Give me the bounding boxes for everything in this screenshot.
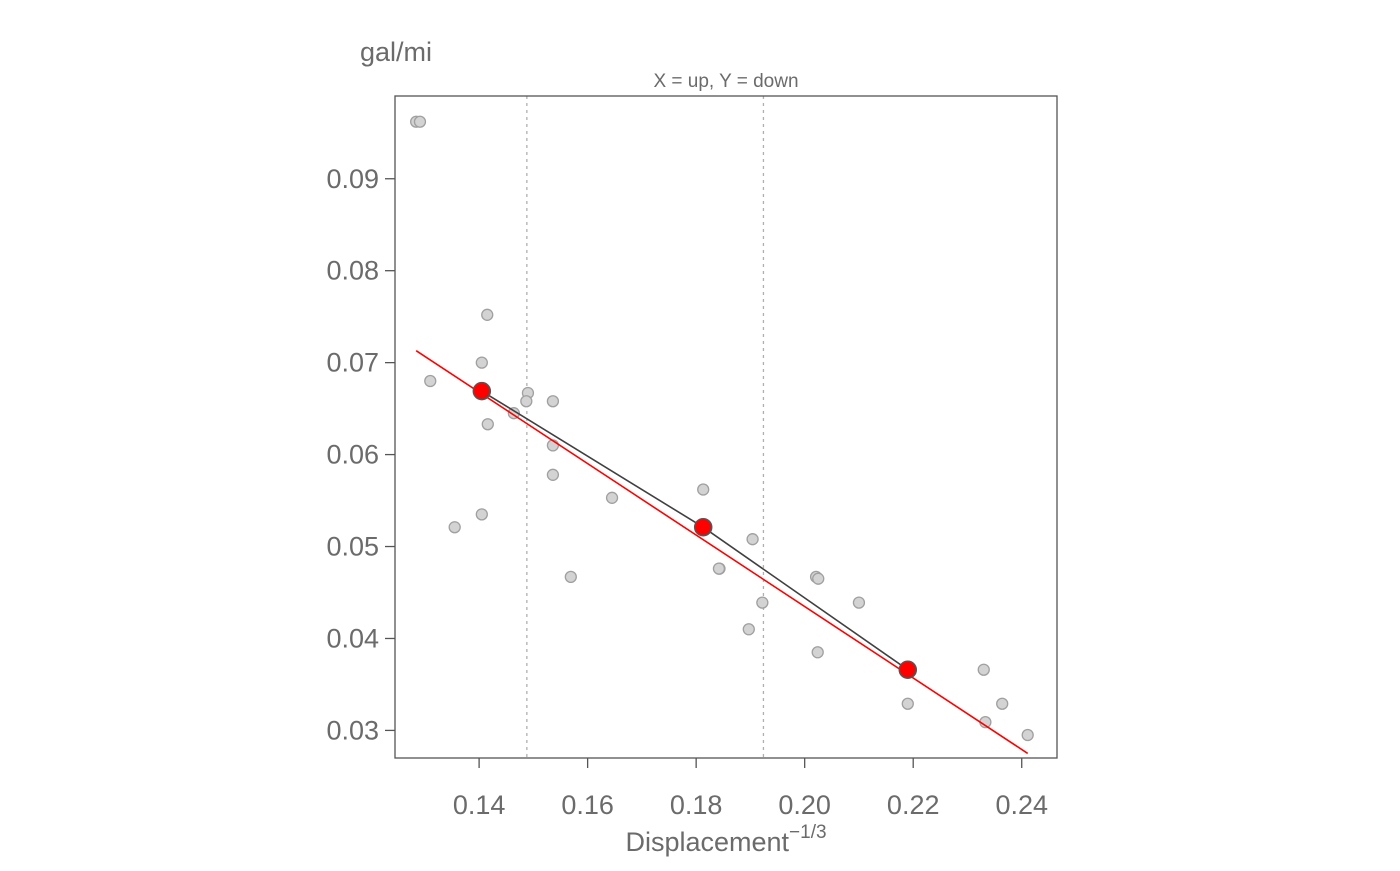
scatter-point — [901, 697, 914, 710]
fit-lines — [415, 350, 1029, 755]
scatter-point — [605, 491, 619, 504]
tertile-boundaries — [526, 96, 765, 758]
scatter-point — [481, 418, 494, 431]
scatter-point — [697, 483, 710, 496]
scatter-point — [475, 508, 488, 521]
scatter-point — [712, 562, 726, 575]
y-tick-label: 0.07 — [326, 348, 379, 378]
scatter-point — [520, 395, 533, 408]
scatter-point — [546, 468, 560, 481]
median-point — [693, 517, 713, 537]
scatter-point — [977, 663, 990, 676]
scatter-point — [812, 572, 825, 585]
scatter-point — [1021, 728, 1034, 742]
scatter-point — [424, 374, 437, 388]
scatter-point — [811, 646, 824, 659]
scatter-point — [742, 623, 755, 636]
y-tick-label: 0.04 — [326, 623, 379, 653]
y-axis: 0.03 0.04 0.05 0.06 0.07 0.08 0.09 — [326, 164, 395, 745]
x-axis-label: Displacement — [625, 827, 789, 857]
y-tick-label: 0.03 — [326, 715, 379, 745]
scatter-point — [852, 596, 866, 609]
scatter-point — [475, 356, 488, 369]
scatter-point — [481, 308, 494, 321]
scatter-point — [564, 570, 577, 584]
y-axis-label: gal/mi — [360, 37, 432, 67]
y-tick-label: 0.09 — [326, 164, 379, 194]
scatter-point — [448, 521, 461, 534]
x-axis-title: Displacement−1/3 — [625, 822, 826, 857]
y-tick-label: 0.08 — [326, 256, 379, 286]
x-axis: 0.14 0.16 0.18 0.20 0.22 0.24 — [453, 758, 1048, 820]
plot-frame — [394, 95, 1058, 759]
x-tick-label: 0.20 — [778, 790, 831, 820]
x-tick-label: 0.22 — [887, 790, 940, 820]
median-points — [472, 381, 918, 679]
x-tick-label: 0.24 — [995, 790, 1048, 820]
scatter-point — [546, 395, 560, 408]
x-axis-label-exponent: −1/3 — [789, 822, 827, 843]
x-tick-label: 0.18 — [670, 790, 723, 820]
y-tick-label: 0.05 — [326, 532, 379, 562]
x-tick-label: 0.14 — [453, 790, 506, 820]
scatter-point — [746, 533, 759, 546]
y-tick-label: 0.06 — [326, 440, 379, 470]
scatter-point — [413, 115, 427, 128]
regression-line — [415, 350, 1029, 755]
scatter-point — [756, 596, 769, 609]
scatter-point — [996, 697, 1009, 710]
median-point — [472, 381, 492, 401]
x-tick-label: 0.16 — [561, 790, 614, 820]
median-point — [898, 660, 918, 679]
chart-subtitle: X = up, Y = down — [653, 71, 798, 92]
data-points — [410, 115, 1034, 742]
